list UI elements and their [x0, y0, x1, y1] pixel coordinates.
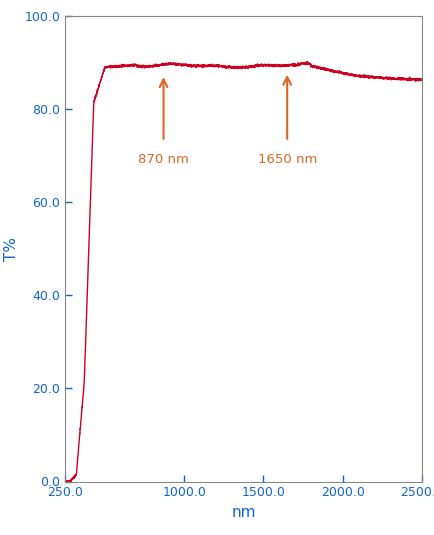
Text: 870 nm: 870 nm — [138, 154, 188, 166]
Y-axis label: T%: T% — [4, 237, 19, 261]
Text: 1650 nm: 1650 nm — [257, 154, 316, 166]
X-axis label: nm: nm — [231, 505, 255, 520]
